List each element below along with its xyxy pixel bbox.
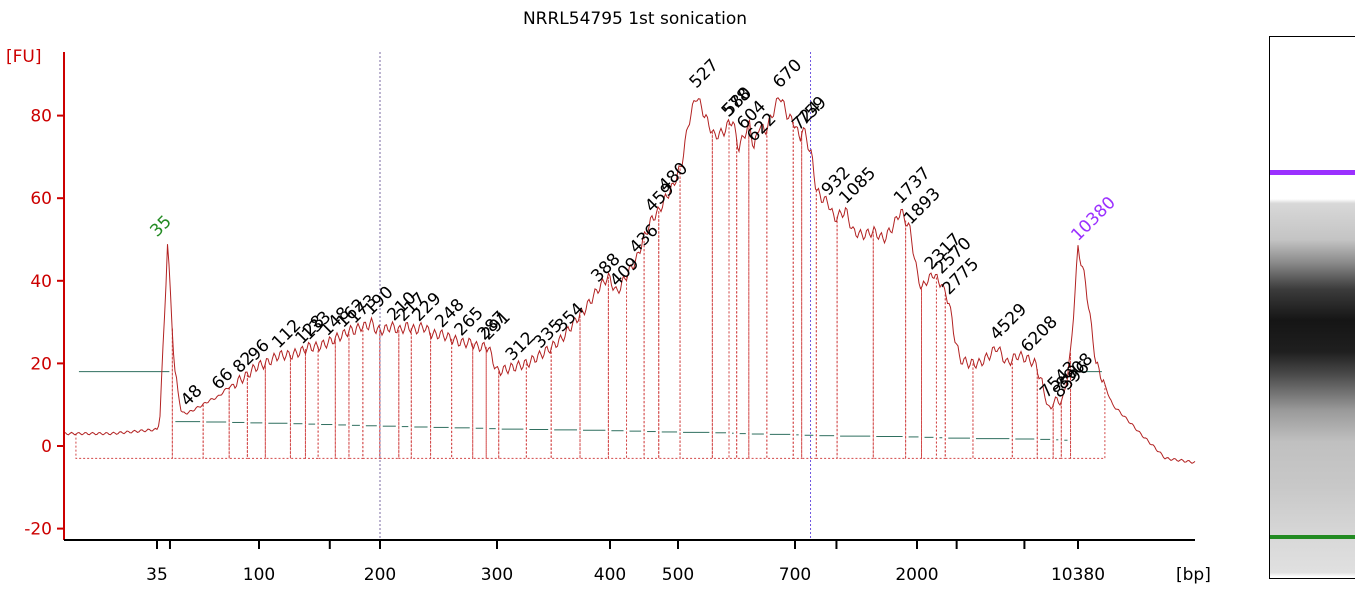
peak-drop-line <box>679 131 713 459</box>
peak-label: 436 <box>626 221 663 258</box>
peak-drop-line <box>711 123 730 459</box>
peak-drop-line <box>228 375 248 459</box>
trace-layer <box>63 97 1196 464</box>
peak-drop-line <box>944 294 974 459</box>
peak-drop-line <box>550 315 581 459</box>
peak-drop-line <box>792 121 803 459</box>
peak-label: 670 <box>769 55 806 92</box>
peak-drop-line <box>728 123 738 459</box>
y-tick-label: -20 <box>24 520 52 540</box>
peak-drop-line <box>398 328 412 459</box>
y-axis-label: [FU] <box>6 47 42 67</box>
x-axis-label: [bp] <box>1176 565 1211 585</box>
peak-drop-lines <box>75 121 1106 459</box>
peak-labels: 4866829611212813314816217319021021722924… <box>177 55 1097 410</box>
peak-drop-line <box>921 277 937 459</box>
lower-marker-label: 35 <box>146 212 175 241</box>
electropherogram-chart: NRRL54795 1st sonication [FU] [bp] -20 0 2… <box>6 9 1211 585</box>
peak-drop-line <box>171 328 204 459</box>
peak-drop-line <box>905 220 923 459</box>
peak-drop-line <box>766 121 794 459</box>
peak-drop-line <box>1036 369 1054 459</box>
electropherogram-trace <box>63 97 1196 464</box>
peak-drop-line <box>472 343 487 459</box>
peak-drop-line <box>317 338 336 459</box>
peak-drop-line <box>815 190 838 459</box>
x-tick-label: 200 <box>364 565 396 585</box>
peak-drop-line <box>1060 353 1072 459</box>
peak-drop-line <box>485 346 500 459</box>
x-tick-label: 35 <box>146 565 168 585</box>
peak-drop-line <box>972 359 1013 459</box>
gel-image <box>1270 127 1355 577</box>
y-tick-label: 40 <box>30 272 52 292</box>
x-tick-label: 400 <box>594 565 626 585</box>
upper-marker-band <box>1270 170 1355 175</box>
peak-drop-line <box>75 328 173 459</box>
y-ticks: -20 0 20 40 60 80 <box>24 107 64 540</box>
peak-drop-line <box>1070 353 1106 459</box>
peak-drop-line <box>430 332 453 459</box>
x-tick-label: 10380 <box>1051 565 1105 585</box>
peak-drop-line <box>246 363 266 459</box>
peak-drop-line <box>498 363 527 459</box>
x-ticks: 35 100 200 300 400 500 700 2000 10380 <box>146 540 1105 585</box>
peak-drop-line <box>410 328 432 459</box>
peak-drop-line <box>362 326 381 459</box>
x-tick-label: 2000 <box>895 565 938 585</box>
peak-drop-line <box>304 346 319 459</box>
chart-title: NRRL54795 1st sonication <box>523 9 747 29</box>
x-tick-label: 500 <box>662 565 694 585</box>
x-tick-label: 700 <box>779 565 811 585</box>
axes <box>63 52 1195 541</box>
peak-drop-line <box>748 125 768 459</box>
peak-drop-line <box>736 125 750 459</box>
peak-drop-line <box>836 216 874 459</box>
gel-lane-background <box>1270 127 1355 577</box>
peak-drop-line <box>643 211 660 459</box>
upper-marker-label: 10380 <box>1067 193 1119 245</box>
peak-drop-line <box>1052 401 1062 459</box>
peak-drop-line <box>264 355 291 459</box>
virtual-gel-lane <box>1269 36 1355 579</box>
lower-marker-band <box>1270 535 1355 539</box>
peak-label: 527 <box>686 55 723 92</box>
peak-drop-line <box>289 348 306 459</box>
peak-drop-line <box>348 326 364 459</box>
y-tick-label: 60 <box>30 189 52 209</box>
peak-drop-line <box>1011 359 1038 459</box>
peak-drop-line <box>872 220 907 459</box>
y-tick-label: 0 <box>41 437 52 457</box>
peak-label: 66 <box>208 365 237 394</box>
peak-drop-line <box>935 277 946 459</box>
peak-drop-line <box>334 330 350 459</box>
peak-drop-line <box>658 168 681 459</box>
y-tick-label: 80 <box>30 107 52 127</box>
y-tick-label: 20 <box>30 354 52 374</box>
peak-drop-line <box>379 329 400 459</box>
peak-drop-line <box>801 131 817 459</box>
peak-drop-line <box>579 277 609 459</box>
peak-baselines <box>78 371 1102 441</box>
peak-drop-line <box>451 338 474 459</box>
x-tick-label: 100 <box>243 565 275 585</box>
x-tick-label: 300 <box>481 565 513 585</box>
